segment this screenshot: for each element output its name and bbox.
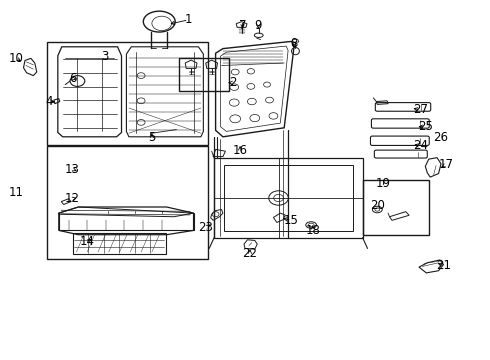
Text: 14: 14 <box>80 235 95 248</box>
Text: 21: 21 <box>436 259 451 272</box>
Text: 4: 4 <box>45 95 53 108</box>
Text: 3: 3 <box>101 50 109 63</box>
Text: 11: 11 <box>9 186 24 199</box>
Text: 6: 6 <box>69 72 76 85</box>
Bar <box>47 42 208 145</box>
Text: 15: 15 <box>284 214 299 227</box>
Text: 1: 1 <box>185 13 193 26</box>
Text: 2: 2 <box>229 76 237 89</box>
Bar <box>363 180 429 235</box>
Text: 19: 19 <box>376 177 391 190</box>
Text: 25: 25 <box>418 120 433 133</box>
Text: 12: 12 <box>65 192 80 205</box>
Text: 18: 18 <box>305 224 320 237</box>
Text: 10: 10 <box>9 52 24 65</box>
Bar <box>179 58 229 91</box>
Text: 8: 8 <box>290 37 298 50</box>
Text: 13: 13 <box>65 163 80 176</box>
Text: 7: 7 <box>239 19 246 32</box>
Text: 27: 27 <box>413 103 428 116</box>
Text: 20: 20 <box>370 199 385 212</box>
Text: 16: 16 <box>233 144 247 157</box>
Text: 26: 26 <box>434 131 448 144</box>
Text: 17: 17 <box>439 158 453 171</box>
Text: 5: 5 <box>148 131 156 144</box>
Text: 22: 22 <box>243 247 257 260</box>
Text: 9: 9 <box>254 19 262 32</box>
Text: 24: 24 <box>413 139 428 152</box>
Text: 23: 23 <box>198 221 213 234</box>
Bar <box>47 146 208 259</box>
